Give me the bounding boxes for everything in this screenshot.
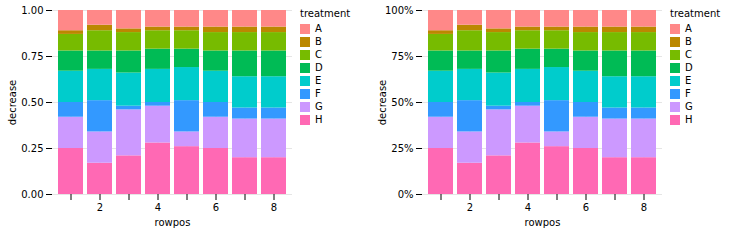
svg-text:8: 8 [641, 202, 647, 213]
html-text:A: A [685, 23, 692, 34]
svg-text:100%: 100% [385, 5, 414, 16]
html-text:E: E [685, 75, 692, 86]
html-text:treatment: treatment [670, 8, 721, 19]
svg-text:2: 2 [97, 202, 103, 213]
svg-text:8: 8 [271, 202, 277, 213]
svg-text:decrease: decrease [7, 80, 18, 126]
html-text:A: A [315, 23, 322, 34]
html-text:B: B [315, 36, 322, 47]
svg-text:6: 6 [213, 202, 219, 213]
svg-text:50%: 50% [391, 97, 413, 108]
html-text:C: C [685, 49, 692, 60]
html-text:G: G [685, 101, 693, 112]
svg-text:25%: 25% [391, 143, 413, 154]
svg-text:rowpos: rowpos [525, 217, 561, 228]
html-text:F: F [685, 88, 691, 99]
html-text:B: B [685, 36, 692, 47]
svg-text:0%: 0% [398, 189, 414, 200]
svg-text:4: 4 [155, 202, 161, 213]
svg-text:rowpos: rowpos [155, 217, 191, 228]
html-text:E: E [315, 75, 322, 86]
svg-text:0.50: 0.50 [21, 97, 43, 108]
html-text:G: G [315, 101, 323, 112]
html-text:H: H [315, 114, 323, 125]
svg-text:0.75: 0.75 [21, 51, 43, 62]
html-text:F: F [315, 88, 321, 99]
svg-text:0.25: 0.25 [21, 143, 43, 154]
html-text:H: H [685, 114, 693, 125]
svg-text:75%: 75% [391, 51, 413, 62]
svg-text:2: 2 [467, 202, 473, 213]
html-text:D: D [315, 62, 323, 73]
html-text:treatment: treatment [300, 8, 351, 19]
svg-text:4: 4 [525, 202, 531, 213]
html-text:D: D [685, 62, 693, 73]
svg-text:decrease: decrease [377, 80, 388, 126]
svg-text:0.00: 0.00 [21, 189, 43, 200]
html-text:C: C [315, 49, 322, 60]
svg-text:6: 6 [583, 202, 589, 213]
svg-text:1.00: 1.00 [21, 5, 43, 16]
